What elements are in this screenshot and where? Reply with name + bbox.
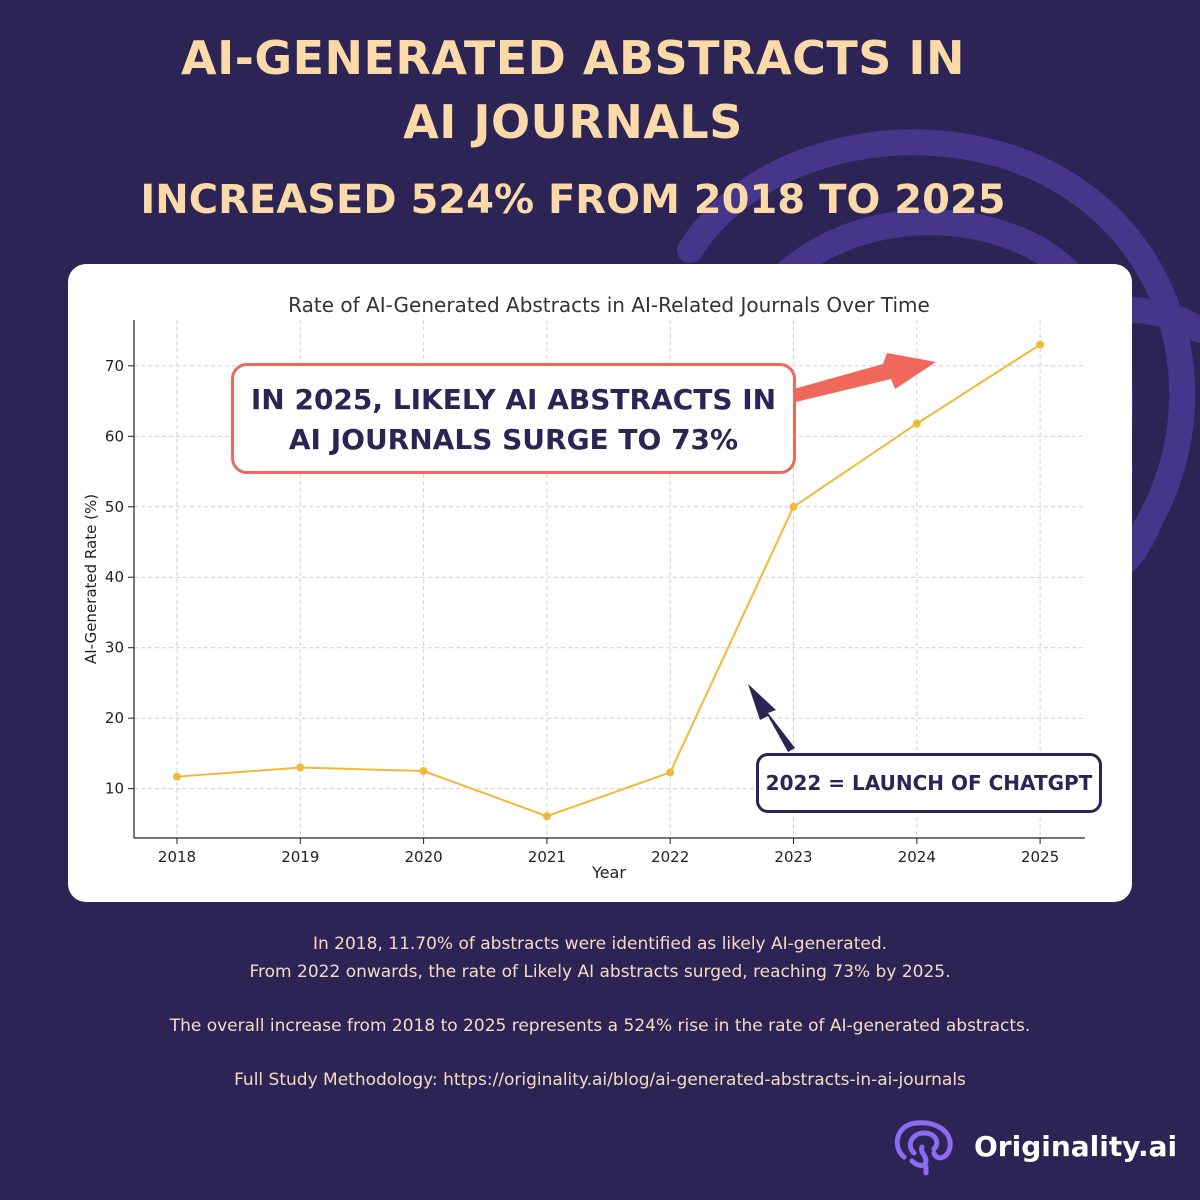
data-point — [296, 763, 305, 772]
data-point — [542, 812, 551, 821]
page-title-line2: AI JOURNALS — [403, 95, 743, 149]
y-tick-label: 40 — [105, 568, 124, 586]
x-tick-label: 2024 — [898, 848, 936, 866]
callout-2025-line1: IN 2025, LIKELY AI ABSTRACTS IN — [250, 383, 777, 416]
x-ticks: 2018 2019 2020 2021 2022 2023 2024 2025 — [158, 838, 1059, 866]
footer-line-3: The overall increase from 2018 to 2025 r… — [169, 1016, 1031, 1036]
y-tick-label: 10 — [105, 780, 124, 798]
chart-title: Rate of AI-Generated Abstracts in AI-Rel… — [288, 293, 930, 317]
brain-icon — [894, 1120, 953, 1176]
series-polyline — [176, 343, 1041, 818]
y-tick-label: 30 — [105, 639, 124, 657]
brand-name: Originality.ai — [974, 1130, 1178, 1163]
data-point — [419, 767, 428, 776]
x-tick-label: 2019 — [281, 848, 319, 866]
x-tick-label: 2025 — [1021, 848, 1059, 866]
callout-2025-surge: IN 2025, LIKELY AI ABSTRACTS IN AI JOURN… — [231, 363, 796, 474]
y-tick-label: 20 — [105, 709, 124, 727]
page-subtitle: INCREASED 524% FROM 2018 TO 2025 — [140, 177, 1006, 223]
footer-methodology-link[interactable]: Full Study Methodology: https://original… — [234, 1070, 966, 1090]
navy-arrow — [748, 684, 795, 752]
x-tick-label: 2022 — [651, 848, 689, 866]
footer-line-2: From 2022 onwards, the rate of Likely AI… — [249, 962, 951, 982]
series-line — [173, 340, 1045, 821]
x-tick-label: 2020 — [405, 848, 443, 866]
data-point — [1036, 340, 1045, 349]
data-point — [666, 768, 675, 777]
coral-arrow — [790, 353, 936, 402]
x-axis-label: Year — [591, 863, 626, 882]
y-tick-label: 50 — [105, 498, 124, 516]
x-tick-label: 2018 — [158, 848, 196, 866]
y-ticks: 10 20 30 40 50 60 70 — [105, 357, 134, 798]
y-tick-label: 60 — [105, 427, 124, 445]
data-point — [912, 419, 921, 428]
data-point — [173, 772, 181, 781]
brand-logo[interactable]: Originality.ai — [890, 1117, 1180, 1177]
x-tick-label: 2021 — [528, 848, 566, 866]
callout-chatgpt-launch: 2022 = LAUNCH OF CHATGPT — [756, 753, 1102, 813]
axes — [133, 320, 1085, 839]
x-tick-label: 2023 — [774, 848, 812, 866]
data-point — [789, 502, 798, 511]
page-title-line1: AI-GENERATED ABSTRACTS IN — [181, 31, 965, 85]
y-tick-label: 70 — [105, 357, 124, 375]
callout-2025-line2: AI JOURNALS SURGE TO 73% — [288, 423, 739, 456]
footer-line-1: In 2018, 11.70% of abstracts were identi… — [312, 934, 888, 954]
y-axis-label: AI-Generated Rate (%) — [82, 494, 100, 664]
